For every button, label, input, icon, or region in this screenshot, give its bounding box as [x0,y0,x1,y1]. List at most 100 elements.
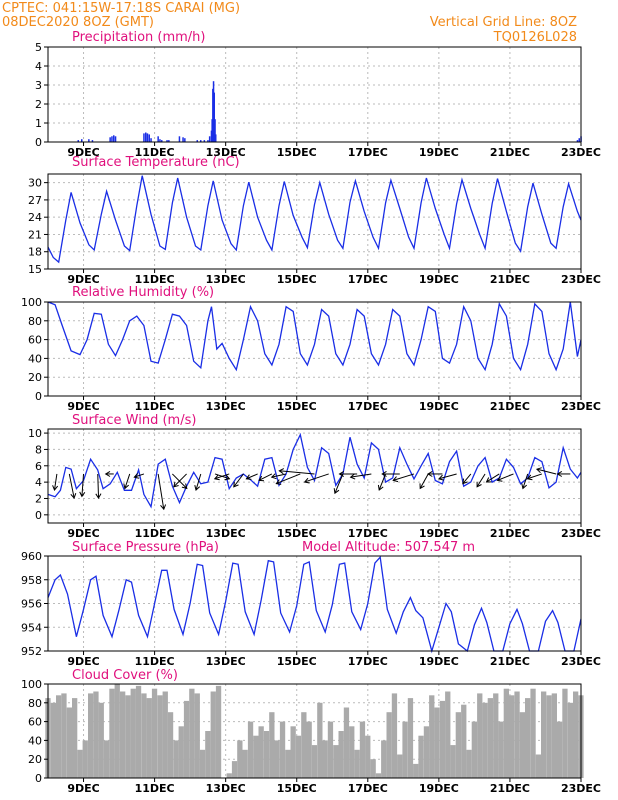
x-tick-label: 13DEC [206,527,246,540]
bar-cloud [263,731,270,778]
y-tick-label: 80 [28,315,42,328]
panel-wind: 0 2 4 6 8 10 9DEC 11DEC 13DEC 15DEC 17DEC 19DEC 21DE… [28,427,601,540]
bar-cloud [290,726,296,778]
bar-cloud [253,735,259,778]
panel-frame [47,428,582,524]
bar-cloud [237,740,243,778]
x-tick-label: 15DEC [277,527,317,540]
x-tick-label: 17DEC [348,273,388,286]
wind-vector-head [485,477,492,483]
bar-cloud [365,735,371,778]
x-tick-label: 11DEC [135,527,175,540]
y-tick-label: 20 [28,753,42,766]
bar-precip [196,140,198,142]
bar-cloud [151,688,158,778]
x-tick-label: 23DEC [561,400,601,413]
panel-pressure: 952 954 956 958 960 9DEC 11DEC 13DEC 15DEC 17DEC 1… [21,550,601,668]
x-tick-label: 17DEC [348,782,388,795]
bar-precip [203,140,206,142]
wind-vector [527,473,543,480]
x-tick-label: 17DEC [348,146,388,159]
wind-vector [214,473,230,480]
x-tick-label: 21DEC [490,146,530,159]
wind-vector-head [123,483,130,490]
x-tick-label: 19DEC [419,146,459,159]
y-tick-label: 5 [35,41,42,54]
bar-cloud [482,702,488,778]
bar-precip [178,136,181,142]
bar-cloud [503,688,509,778]
bar-cloud [551,693,557,778]
wind-vector [393,473,415,481]
panel-frame [47,683,582,779]
bar-cloud [381,740,387,778]
bar-cloud [386,712,392,778]
header-right1: Vertical Grid Line: 8OZ [430,15,577,30]
model-altitude: Model Altitude: 507.547 m [302,540,475,555]
y-tick-label: 4 [35,60,42,73]
bar-cloud [530,688,536,778]
bar-cloud [354,749,360,778]
wind-vector-head [270,473,277,480]
bar-precip [143,133,145,142]
x-tick-label: 13DEC [206,655,246,668]
wind-vector [522,473,529,489]
bar-cloud [135,685,142,778]
panel-frame [47,46,582,143]
bar-cloud [130,688,136,778]
wind-vector-head [181,483,188,490]
wind-vector-head [173,481,179,488]
bar-precip [159,139,161,142]
y-tick-label: 960 [21,550,42,563]
wind-vector-head [245,474,252,480]
x-tick-label: 15DEC [277,400,317,413]
y-tick-label: 956 [21,598,42,611]
series-line-pressure [47,555,582,654]
bar-cloud [509,695,515,778]
bar-cloud [455,712,461,778]
bar-cloud [120,691,126,778]
bar-precip [157,136,159,142]
wind-vector-head [496,476,503,482]
x-tick-label: 21DEC [490,273,530,286]
wind-vector-head [526,474,533,481]
bar-cloud [525,698,531,778]
x-tick-label: 11DEC [135,400,175,413]
bar-cloud [461,704,467,778]
wind-vector-head [52,485,59,491]
bar-cloud [173,740,179,778]
x-tick-label: 9DEC [67,782,99,795]
bar-cloud [359,721,366,778]
bar-cloud [311,745,318,778]
x-tick-label: 15DEC [277,146,317,159]
bar-cloud [477,693,483,778]
wind-vector-head [521,483,528,490]
bar-cloud [301,712,307,778]
bar-cloud [199,749,206,778]
wind-vector [304,473,329,483]
series-line-wind [47,432,582,509]
panel-temp: 15 18 21 24 27 30 9DEC 11DEC 13DEC 15DEC 17DEC 19DE… [28,173,601,286]
wind-vector [258,473,273,481]
x-tick-label: 17DEC [348,527,388,540]
x-tick-label: 21DEC [490,655,530,668]
bar-cloud [370,759,376,778]
bar-precip [207,140,209,142]
wind-vector-head [213,474,220,481]
bar-cloud [98,702,104,778]
bar-cloud [189,688,195,778]
x-tick-label: 17DEC [348,655,388,668]
bar-precip [91,140,94,142]
bar-precip [88,139,90,142]
wind-vector [195,473,202,491]
bar-cloud [242,749,248,778]
bar-cloud [402,721,408,778]
y-tick-label: 60 [28,716,42,729]
bar-cloud [327,721,334,778]
wind-vector [536,468,557,475]
wind-vector-head [233,481,239,488]
panel-title-rh: Relative Humidity (%) [72,285,214,300]
wind-vector-head [438,474,444,481]
bar-cloud [487,698,493,778]
wind-vector-head [333,488,340,495]
